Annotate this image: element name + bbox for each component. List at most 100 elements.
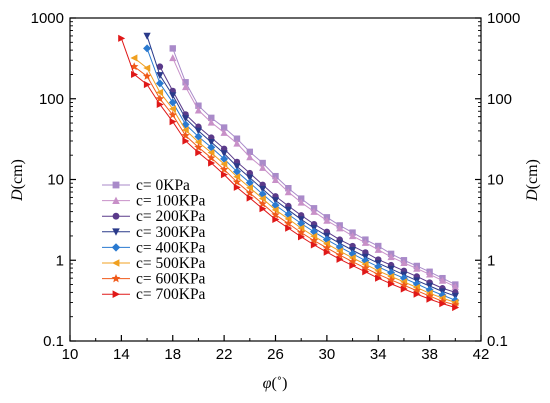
data-point [284,206,292,214]
data-point [220,124,228,131]
data-point [155,79,164,88]
x-tick-label: 38 [421,346,438,363]
data-point [181,120,190,129]
x-tick-label: 30 [319,346,336,363]
data-point [169,92,177,100]
data-point [361,238,370,246]
data-point [451,282,459,290]
x-tick-label: 22 [216,346,233,363]
data-point [208,114,215,122]
data-point [271,206,279,214]
x-tick-label: 10 [62,346,79,363]
data-point [169,118,177,126]
y-axis-symbol-left: D [9,189,26,202]
data-point [348,254,356,262]
data-point [387,280,395,288]
data-point [348,232,357,240]
data-point [246,153,254,161]
data-point [130,54,138,62]
data-point [207,143,216,152]
data-point [233,135,241,142]
series-6 [130,62,460,309]
data-point [233,163,241,171]
x-axis-title: φ(˚) [263,375,288,392]
series-1 [169,54,459,290]
y-tick-label-left: 10 [47,172,64,189]
data-point [118,34,126,42]
data-point [182,137,190,145]
data-point [349,261,357,270]
data-point [258,195,266,203]
series-lines [118,32,460,312]
data-point [323,216,331,224]
data-point [220,128,228,136]
legend-item: c= 400KPa [102,239,206,256]
data-point [426,270,434,278]
data-point [259,159,266,167]
y-axis-right: 0.1 1 10 100 1000 [475,10,520,350]
data-point [271,210,280,219]
data-point [259,205,267,213]
data-point [246,194,254,202]
data-point [258,199,267,208]
legend-marker [112,181,120,189]
legend-item: c= 200KPa [102,208,206,225]
data-point [246,148,254,156]
data-point [245,188,254,197]
data-point [207,153,216,162]
data-point [310,207,318,215]
legend-label: c= 600KPa [136,271,206,288]
x-axis-unit: (˚) [271,375,287,392]
x-tick-label: 34 [370,346,387,363]
data-point [143,64,151,72]
data-point [310,232,318,240]
legend-item: c= 600KPa [102,271,206,288]
x-tick-label: 26 [267,346,284,363]
data-point [208,159,216,167]
y-tick-label-right: 0.1 [487,333,508,350]
data-point [169,54,177,62]
y-tick-label-left: 1000 [31,10,64,27]
legend-label: c= 0KPa [136,177,190,194]
data-point [438,276,447,284]
data-point [323,248,331,256]
data-point [220,154,229,163]
x-axis: 10 14 18 22 26 30 34 38 42 [62,335,489,363]
data-point [336,255,344,263]
data-point [271,176,280,184]
data-point [233,139,241,147]
data-point [335,247,343,255]
legend-item: c= 100KPa [102,193,206,210]
data-point [297,224,305,232]
data-point [194,132,203,141]
data-point [374,245,382,253]
y-tick-label-left: 0.1 [43,333,64,350]
legend-marker [112,212,120,220]
data-point [143,32,151,40]
legend-marker [111,243,121,252]
legend-marker [112,196,120,204]
data-point [259,163,267,171]
data-point [232,177,242,186]
series-line [172,57,456,288]
legend-marker [112,290,120,298]
data-point [156,88,164,96]
data-point [246,184,254,192]
data-point [143,44,152,53]
legend-label: c= 700KPa [136,286,206,303]
series-5 [130,54,459,307]
data-point [194,106,203,114]
legend-label: c= 300KPa [136,224,206,241]
data-point [259,185,267,193]
data-point [182,79,189,86]
y-axis-symbol-right: D [524,189,541,202]
x-tick-label: 18 [164,346,181,363]
data-point [207,118,215,126]
y-tick-label-left: 1 [56,252,64,269]
legend-item: c= 500KPa [102,255,206,272]
data-point [246,174,254,182]
data-point [142,71,152,80]
data-point [336,224,344,232]
data-point [361,260,369,268]
